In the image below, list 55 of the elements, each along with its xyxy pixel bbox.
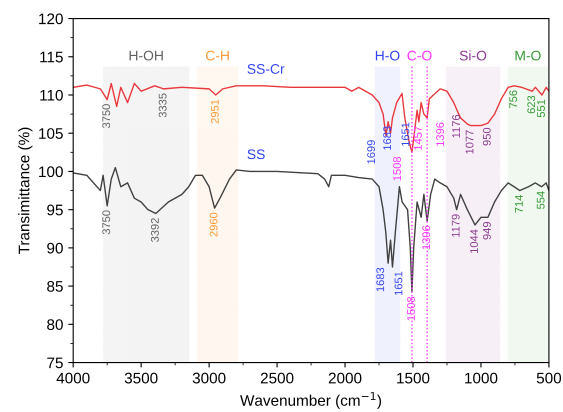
annotation: 3750 (102, 104, 110, 128)
annotation: 551 (537, 100, 545, 118)
x-tick-label: 3500 (124, 372, 158, 384)
annotation: 1396 (422, 226, 430, 250)
annotation: 714 (515, 195, 523, 213)
annotation: 756 (509, 90, 518, 108)
annotation: 1044 (470, 229, 478, 253)
x-tick-label: 2000 (328, 372, 362, 384)
annotation: 3750 (102, 210, 110, 234)
annotation: 1457 (414, 126, 422, 150)
annotation: 2951 (210, 100, 219, 124)
annotation: 2960 (210, 212, 218, 236)
x-tick-label: 4000 (56, 372, 90, 384)
y-tick-label: 95 (47, 204, 63, 216)
series-label: SS-Cr (247, 64, 284, 74)
annotation: 3335 (158, 94, 167, 118)
ref-line-label: C-O (408, 50, 432, 61)
annotation: 3392 (150, 218, 159, 242)
annotation: 949 (483, 222, 491, 240)
y-tick-label: 80 (47, 319, 63, 330)
annotation: 1651 (401, 122, 410, 146)
annotation: 1077 (466, 130, 474, 154)
y-axis-title: Transimittance (%) (18, 128, 32, 254)
annotation: 554 (536, 191, 545, 209)
annotation: 950 (482, 128, 491, 146)
y-tick-label: 100 (39, 166, 63, 178)
y-tick-label: 115 (40, 52, 63, 62)
x-tick-label: 1500 (397, 372, 430, 384)
annotation: 1683 (376, 268, 384, 292)
series-label: SS (247, 149, 265, 160)
y-tick-label: 90 (47, 242, 63, 254)
y-tick-label: 105 (39, 128, 63, 139)
annotation: 1176 (452, 114, 460, 138)
annotation: 1699 (367, 140, 376, 164)
annotation: 1683 (383, 126, 392, 150)
y-tick-label: 75 (47, 358, 63, 368)
annotation: 1179 (452, 214, 460, 237)
x-tick-label: 2500 (260, 372, 294, 384)
band-label: H-OH (130, 50, 163, 61)
x-tick-label: 1000 (465, 372, 498, 384)
y-tick-label: 110 (40, 90, 63, 101)
band-label: C-H (206, 50, 229, 61)
annotation: 1508 (393, 156, 402, 180)
band-label: H-O (376, 50, 400, 61)
y-tick-label: 85 (47, 280, 63, 292)
annotation: 1651 (394, 272, 402, 296)
x-tick-label: 3000 (192, 372, 226, 384)
band-label: Si-O (460, 50, 486, 61)
annotation: 1396 (436, 122, 444, 146)
y-tick-label: 120 (39, 13, 63, 24)
annotation: 623 (527, 96, 536, 114)
annotation: 1508 (407, 296, 415, 320)
band-label: M-O (516, 50, 541, 61)
x-tick-label: 500 (536, 372, 562, 384)
x-axis-title: Wavenumber (cm$^{−1}$) (240, 392, 382, 409)
